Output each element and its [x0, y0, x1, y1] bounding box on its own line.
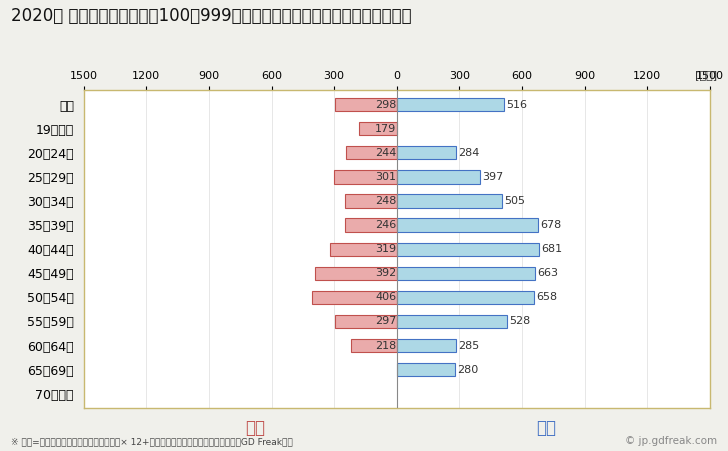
Bar	[352, 339, 397, 352]
Bar	[335, 315, 397, 328]
Text: ※ 年収=「きまって支給する現金給与額」× 12+「年間賞与その他特別給与額」としてGD Freak推計: ※ 年収=「きまって支給する現金給与額」× 12+「年間賞与その他特別給与額」と…	[11, 437, 293, 446]
Text: 505: 505	[505, 196, 525, 206]
Bar	[346, 146, 397, 160]
Bar	[397, 170, 480, 184]
Text: 179: 179	[375, 124, 396, 134]
Text: 301: 301	[375, 172, 396, 182]
Text: 284: 284	[458, 148, 480, 158]
Bar	[360, 122, 397, 135]
Text: 678: 678	[540, 220, 561, 230]
Bar	[331, 243, 397, 256]
Text: 528: 528	[509, 317, 530, 327]
Text: 248: 248	[375, 196, 396, 206]
Text: 319: 319	[375, 244, 396, 254]
Bar	[397, 315, 507, 328]
Bar	[397, 291, 534, 304]
Bar	[345, 194, 397, 207]
Text: 2020年 民間企業（従業者数100〜999人）フルタイム労働者の男女別平均年収: 2020年 民間企業（従業者数100〜999人）フルタイム労働者の男女別平均年収	[11, 7, 411, 25]
Bar	[397, 339, 456, 352]
Bar	[397, 267, 535, 280]
Bar	[335, 98, 397, 111]
Bar	[397, 98, 505, 111]
Text: 男性: 男性	[536, 419, 556, 437]
Text: 244: 244	[375, 148, 396, 158]
Bar	[397, 146, 456, 160]
Bar	[397, 194, 502, 207]
Text: 663: 663	[537, 268, 558, 278]
Bar	[397, 218, 538, 232]
Bar	[397, 363, 455, 376]
Text: 218: 218	[375, 341, 396, 350]
Bar	[315, 267, 397, 280]
Text: 298: 298	[375, 100, 396, 110]
Text: 681: 681	[541, 244, 562, 254]
Text: [万円]: [万円]	[695, 70, 717, 80]
Text: 285: 285	[459, 341, 480, 350]
Text: 女性: 女性	[245, 419, 265, 437]
Text: 516: 516	[507, 100, 528, 110]
Bar	[397, 243, 539, 256]
Text: 397: 397	[482, 172, 503, 182]
Text: 658: 658	[536, 292, 558, 302]
Text: 392: 392	[375, 268, 396, 278]
Bar	[345, 218, 397, 232]
Text: 246: 246	[375, 220, 396, 230]
Text: 406: 406	[375, 292, 396, 302]
Text: 297: 297	[375, 317, 396, 327]
Bar	[334, 170, 397, 184]
Text: © jp.gdfreak.com: © jp.gdfreak.com	[625, 437, 717, 446]
Bar	[312, 291, 397, 304]
Text: 280: 280	[457, 364, 478, 375]
